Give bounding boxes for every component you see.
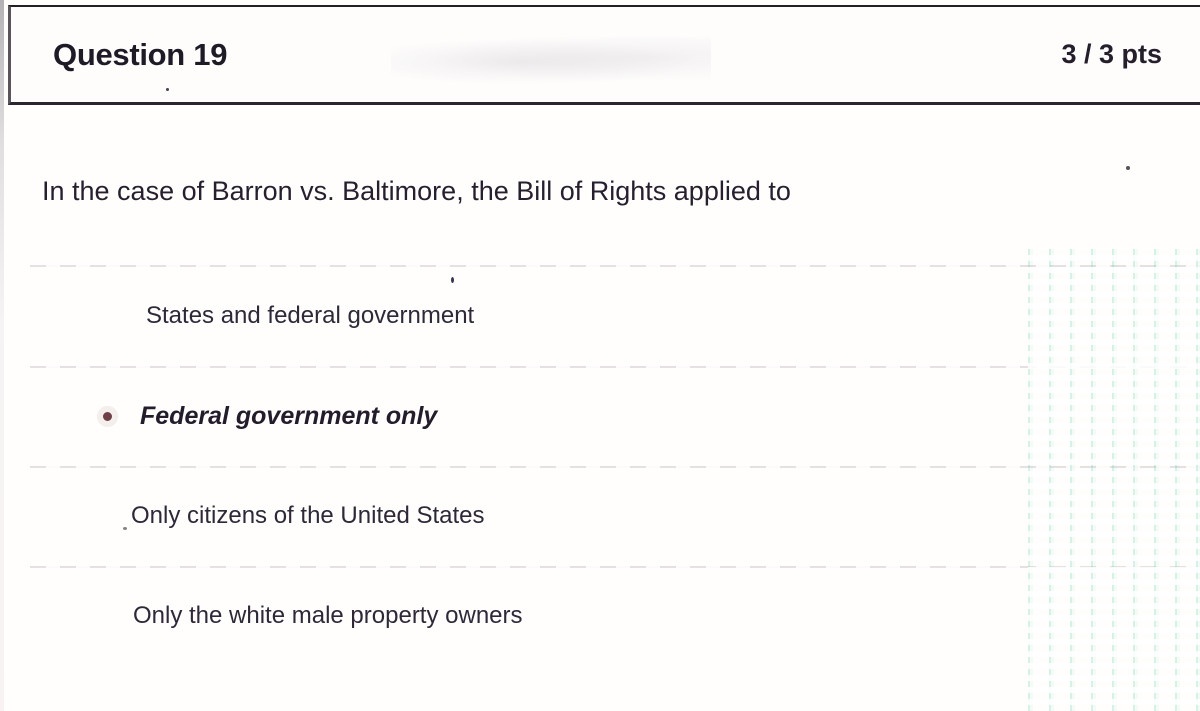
answer-option-3[interactable]: Only citizens of the United States [30,466,1200,566]
answer-option-1[interactable]: States and federal government [30,266,1200,366]
question-title: Question 19 [53,36,228,72]
answer-divider [30,265,1200,267]
answer-option-4[interactable]: Only the white male property owners [30,566,1200,666]
answer-divider [30,466,1200,468]
radio-selected-icon [103,411,112,421]
answer-option-label: Only citizens of the United States [131,502,485,529]
question-header: Question 19 3 / 3 pts [8,5,1200,105]
answer-divider [30,366,1200,368]
answer-option-label: Only the white male property owners [133,602,523,629]
answer-option-2-selected[interactable]: Federal government only [30,366,1200,466]
question-points-badge: 3 / 3 pts [1061,39,1162,69]
scan-speck [1126,166,1130,170]
scan-smudge [391,37,711,87]
question-prompt: In the case of Barron vs. Baltimore, the… [42,176,791,206]
answer-divider [30,566,1200,568]
scan-edge-artifact [0,0,4,711]
answer-option-label: Federal government only [140,401,438,430]
answer-option-label: States and federal government [146,302,475,329]
